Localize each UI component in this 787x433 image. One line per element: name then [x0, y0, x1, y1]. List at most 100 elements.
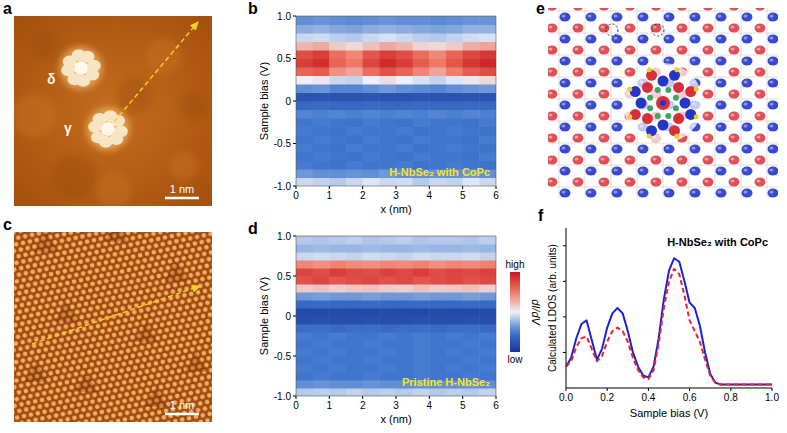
- annotation: Pristine H-NbSe₂: [402, 376, 490, 388]
- heat-cell: [363, 50, 380, 59]
- heat-cell: [446, 110, 463, 119]
- heat-cell: [413, 67, 430, 76]
- heat-cell: [346, 364, 363, 373]
- heat-cell: [446, 152, 463, 161]
- x-tick: [462, 396, 463, 399]
- heat-cell: [329, 25, 346, 34]
- heat-cell: [479, 118, 496, 127]
- heat-cell: [429, 33, 446, 42]
- heat-cell: [296, 135, 313, 144]
- heat-cell: [396, 59, 413, 68]
- figure: δγ1 nma-1.0-0.500.51.00123456x (nm)Sampl…: [0, 0, 787, 433]
- heat-cell: [413, 284, 430, 293]
- heat-cell: [446, 276, 463, 285]
- heat-cell: [413, 59, 430, 68]
- molecule-label: γ: [64, 120, 72, 136]
- heat-cell: [429, 144, 446, 153]
- plot-frame: [296, 236, 496, 396]
- heat-cell: [463, 33, 480, 42]
- heat-cell: [346, 59, 363, 68]
- heat-cell: [413, 268, 430, 277]
- heat-cell: [329, 50, 346, 59]
- heat-cell: [463, 67, 480, 76]
- surface-texture: [96, 173, 132, 206]
- heat-cell: [346, 42, 363, 51]
- heat-cell: [429, 284, 446, 293]
- heat-cell: [346, 300, 363, 309]
- heat-cell: [329, 101, 346, 110]
- heat-cell: [463, 25, 480, 34]
- heat-cell: [346, 268, 363, 277]
- heat-cell: [296, 300, 313, 309]
- heat-cell: [296, 308, 313, 317]
- cdw-texture: [134, 322, 158, 342]
- heat-cell: [429, 76, 446, 85]
- heat-cell: [329, 144, 346, 153]
- heat-cell: [479, 300, 496, 309]
- heat-cell: [313, 252, 330, 261]
- heat-cell: [296, 244, 313, 253]
- line-panel: 0.00.20.40.60.81.0Sample bias (V)Calcula…: [547, 228, 779, 419]
- heat-cell: [346, 16, 363, 25]
- heat-cell: [379, 236, 396, 245]
- heat-cell: [346, 152, 363, 161]
- heat-cell: [413, 110, 430, 119]
- heat-cell: [296, 33, 313, 42]
- heatmap-panel: -1.0-0.500.51.00123456x (nm)Sample bias …: [258, 11, 499, 216]
- heat-cell: [329, 276, 346, 285]
- heat-cell: [296, 42, 313, 51]
- heat-cell: [296, 59, 313, 68]
- heat-cell: [379, 110, 396, 119]
- heat-cell: [413, 364, 430, 373]
- heat-cell: [429, 324, 446, 333]
- x-tick: [772, 388, 773, 391]
- heat-cell: [413, 25, 430, 34]
- heat-cell: [346, 144, 363, 153]
- heat-cell: [413, 101, 430, 110]
- heat-cell: [429, 178, 446, 187]
- x-tick: [566, 388, 567, 391]
- heat-cell: [329, 110, 346, 119]
- heat-cell: [346, 67, 363, 76]
- heat-cell: [479, 67, 496, 76]
- heat-cell: [479, 268, 496, 277]
- heat-cell: [463, 101, 480, 110]
- heat-cell: [379, 144, 396, 153]
- panel-letter: c: [3, 216, 12, 233]
- heat-cell: [346, 252, 363, 261]
- panel-letter: a: [3, 0, 12, 17]
- panel-letter: d: [248, 220, 258, 237]
- heat-cell: [446, 324, 463, 333]
- heat-cell: [479, 244, 496, 253]
- heat-cell: [379, 152, 396, 161]
- heat-cell: [463, 348, 480, 357]
- heat-cell: [329, 127, 346, 136]
- x-tick: [689, 388, 690, 391]
- x-tick: [496, 396, 497, 399]
- heat-cell: [429, 93, 446, 102]
- series-line: [566, 269, 772, 385]
- heat-cell: [329, 67, 346, 76]
- heat-cell: [429, 332, 446, 341]
- molecule-atom: [674, 134, 679, 139]
- heat-cell: [313, 93, 330, 102]
- y-axis: [566, 228, 567, 388]
- heat-cell: [479, 16, 496, 25]
- heat-cell: [413, 252, 430, 261]
- heat-cell: [396, 340, 413, 349]
- heat-cell: [463, 16, 480, 25]
- heat-cell: [363, 332, 380, 341]
- heat-cell: [313, 332, 330, 341]
- x-axis: [566, 388, 772, 389]
- heat-cell: [396, 152, 413, 161]
- heat-cell: [446, 260, 463, 269]
- heat-cell: [346, 324, 363, 333]
- y-tick-label: 0.5: [277, 53, 291, 64]
- heat-cell: [363, 244, 380, 253]
- heat-cell: [296, 127, 313, 136]
- heat-cell: [329, 16, 346, 25]
- x-tick: [296, 396, 297, 399]
- molecule-orbital: [673, 113, 684, 124]
- heat-cell: [379, 316, 396, 325]
- heat-cell: [329, 316, 346, 325]
